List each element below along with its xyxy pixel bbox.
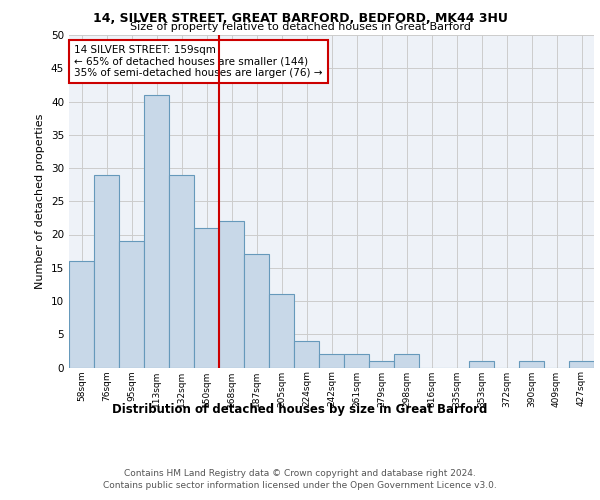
- Bar: [244, 254, 269, 368]
- Text: Size of property relative to detached houses in Great Barford: Size of property relative to detached ho…: [130, 22, 470, 32]
- Text: Distribution of detached houses by size in Great Barford: Distribution of detached houses by size …: [112, 402, 488, 415]
- Text: Contains public sector information licensed under the Open Government Licence v3: Contains public sector information licen…: [103, 481, 497, 490]
- Bar: [519, 361, 544, 368]
- Bar: [369, 361, 394, 368]
- Bar: [144, 95, 169, 367]
- Text: 14, SILVER STREET, GREAT BARFORD, BEDFORD, MK44 3HU: 14, SILVER STREET, GREAT BARFORD, BEDFOR…: [92, 12, 508, 26]
- Bar: [294, 341, 319, 367]
- Bar: [194, 228, 219, 368]
- Bar: [319, 354, 344, 368]
- Y-axis label: Number of detached properties: Number of detached properties: [35, 114, 46, 289]
- Bar: [569, 361, 594, 368]
- Bar: [269, 294, 294, 368]
- Text: Contains HM Land Registry data © Crown copyright and database right 2024.: Contains HM Land Registry data © Crown c…: [124, 469, 476, 478]
- Bar: [94, 174, 119, 368]
- Text: 14 SILVER STREET: 159sqm
← 65% of detached houses are smaller (144)
35% of semi-: 14 SILVER STREET: 159sqm ← 65% of detach…: [74, 45, 323, 78]
- Bar: [69, 261, 94, 368]
- Bar: [469, 361, 494, 368]
- Bar: [344, 354, 369, 368]
- Bar: [119, 241, 144, 368]
- Bar: [169, 174, 194, 368]
- Bar: [394, 354, 419, 368]
- Bar: [219, 221, 244, 368]
